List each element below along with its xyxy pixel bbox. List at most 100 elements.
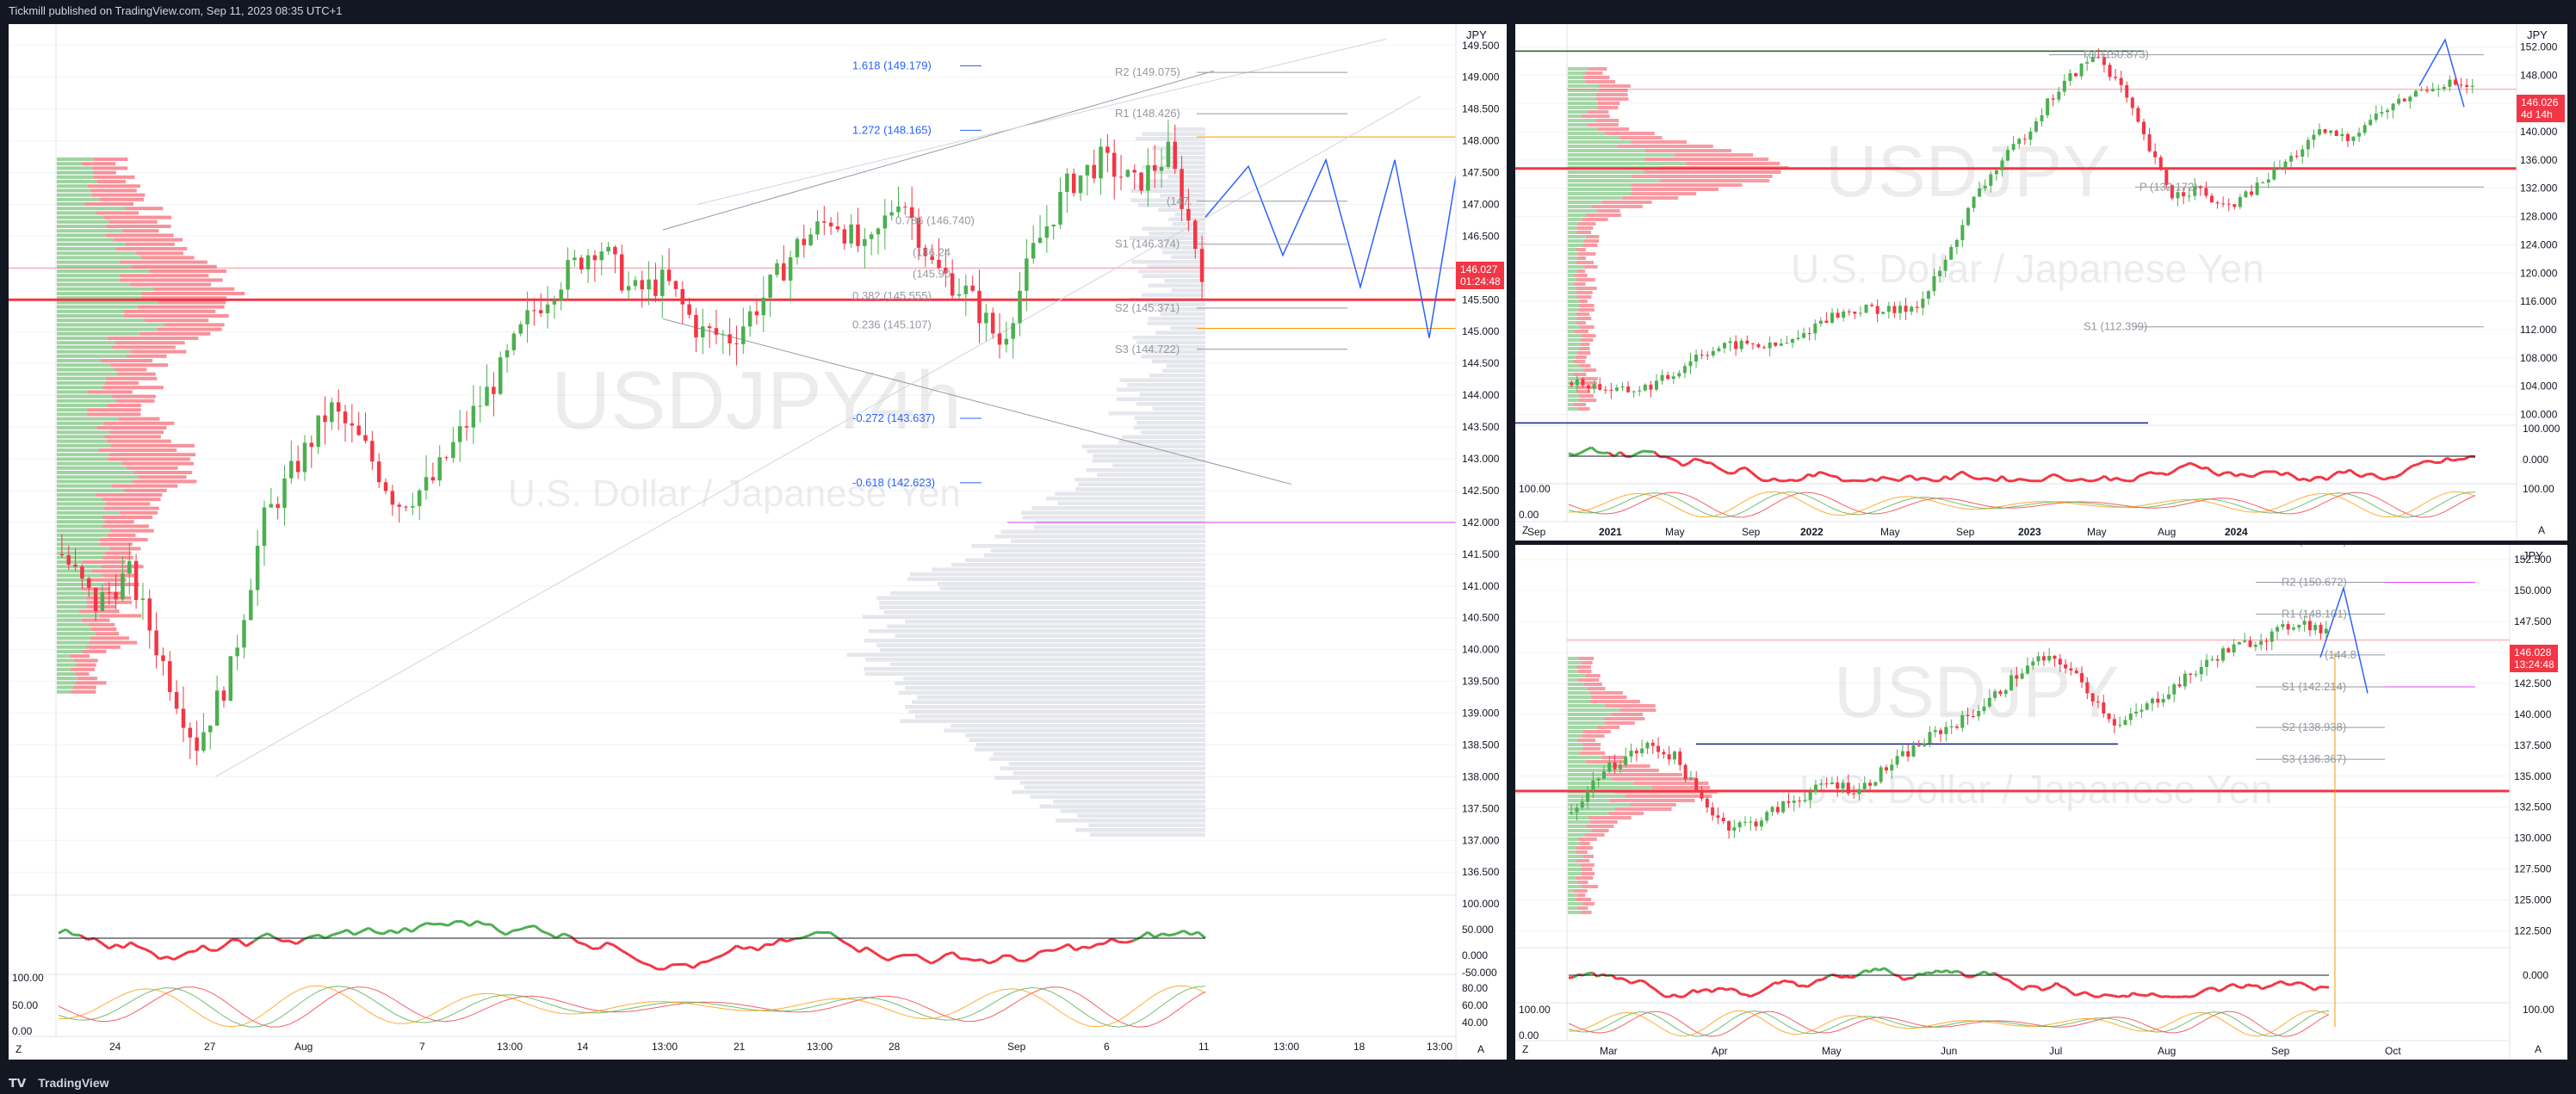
profile-bar <box>900 719 1205 723</box>
price-tick-label: 141.500 <box>1462 548 1500 560</box>
profile-bar-sell <box>1604 717 1645 720</box>
chart-panel-weekly[interactable]: USDJPY U.S. Dollar / Japanese Yen R1 (15… <box>1515 24 2567 541</box>
chart-panel-daily[interactable]: USDJPY U.S. Dollar / Japanese Yen R3 (15… <box>1515 545 2567 1060</box>
profile-bar-buy <box>57 207 126 211</box>
candle-body <box>2238 197 2242 207</box>
zoom-button[interactable]: Z <box>1522 1043 1528 1055</box>
profile-bar-buy <box>57 443 111 448</box>
zoom-button[interactable]: Z <box>1522 524 1528 536</box>
time-axis[interactable]: Mar Apr May Jun Jul Aug Sep Oct <box>1600 1045 2401 1057</box>
candle-body <box>2036 656 2040 662</box>
candle-body <box>2313 624 2318 631</box>
oscillator-line <box>2304 983 2311 989</box>
candle-body <box>525 310 529 324</box>
candle-body <box>1694 355 1699 362</box>
oscillator-line <box>1944 474 1952 481</box>
oscillator-line <box>2199 988 2206 994</box>
profile-bar-sell <box>1599 84 1631 88</box>
candle-body <box>2040 114 2044 121</box>
profile-bar-buy <box>57 417 119 421</box>
level-labels: 1.618 (149.179)1.272 (148.165)-0.272 (14… <box>852 59 1192 488</box>
candle-body <box>1618 764 1622 770</box>
profile-bar <box>994 535 1205 539</box>
chart-4h[interactable]: USDJPY 4h U.S. Dollar / Japanese Yen 1.6… <box>9 24 1507 1060</box>
time-axis[interactable]: 24 27 Aug 7 13:00 14 13:00 21 13:00 28 Sep 6 11 13:00… <box>109 1041 1452 1053</box>
oscillator-line <box>1966 473 1974 479</box>
candle-body <box>1971 716 1975 718</box>
profile-bar-buy <box>1568 84 1600 88</box>
profile-bar-sell <box>1576 665 1591 669</box>
oscillator-line <box>1168 932 1177 937</box>
profile-bar-buy <box>1568 192 1632 195</box>
chart-daily[interactable]: USDJPY U.S. Dollar / Japanese Yen R3 (15… <box>1515 545 2567 1060</box>
profile-bar-buy <box>57 368 115 372</box>
time-axis[interactable]: Sep 2021 May Sep 2022 May Sep 2023 May Aug 2024 <box>1527 526 2248 538</box>
profile-bar-sell <box>1581 872 1595 875</box>
profile-bar-sell <box>123 314 229 318</box>
candle-body <box>2170 185 2174 199</box>
profile-bar <box>1132 336 1205 340</box>
profile-bar-buy <box>1568 708 1620 712</box>
profile-bar <box>1162 250 1205 255</box>
chart-weekly[interactable]: USDJPY U.S. Dollar / Japanese Yen R1 (15… <box>1515 24 2567 541</box>
oscillator-line <box>2406 464 2413 471</box>
profile-bar <box>1147 321 1205 325</box>
auto-scale-button[interactable]: A <box>1477 1043 1484 1055</box>
profile-bar-buy <box>57 520 105 524</box>
auto-scale-button[interactable]: A <box>2535 1043 2542 1055</box>
time-tick-label: 27 <box>204 1041 216 1053</box>
profile-bar-buy <box>57 573 103 578</box>
oscillator-line <box>476 919 485 926</box>
price-axis[interactable] <box>1456 24 1507 1060</box>
price-tick-label: 122.500 <box>2514 924 2552 936</box>
chart-panel-4h[interactable]: USDJPY 4h U.S. Dollar / Japanese Yen 1.6… <box>9 24 1507 1060</box>
profile-bar-buy <box>1568 282 1575 286</box>
candle-body <box>208 726 213 732</box>
candle-body <box>1775 807 1780 813</box>
candle-body <box>2453 79 2457 85</box>
profile-bar-sell <box>157 327 222 331</box>
candle-body <box>1842 311 1846 318</box>
auto-scale-button[interactable]: A <box>2538 524 2545 536</box>
profile-bar-sell <box>96 493 163 497</box>
profile-bar-sell <box>100 538 148 541</box>
projection-path <box>1204 77 1473 338</box>
price-tick-label: 142.500 <box>1462 485 1500 497</box>
profile-bar-buy <box>57 448 99 452</box>
profile-bar-buy <box>57 158 94 161</box>
candle-body <box>1900 751 1904 757</box>
zoom-button[interactable]: Z <box>15 1043 22 1055</box>
oscillator-line <box>2132 475 2140 482</box>
oscillator-line <box>1722 469 1730 475</box>
candle-body <box>1739 340 1743 349</box>
profile-bar-buy <box>57 363 111 368</box>
candle-body <box>2215 202 2220 204</box>
fib-label: 0.382 (145.555) <box>852 289 932 302</box>
profile-bar-buy <box>1568 145 1618 148</box>
oscillator-line <box>1161 932 1170 937</box>
oscillator-line <box>216 944 226 952</box>
profile-bar-buy <box>1568 820 1590 824</box>
candle-body <box>518 324 523 334</box>
stochastic-line <box>1568 491 2476 518</box>
candle-body <box>1881 312 1886 314</box>
oscillator-line <box>974 958 982 962</box>
profile-bar-sell <box>1577 670 1592 673</box>
profile-bar-buy <box>57 337 108 340</box>
osc-tick-label: 100.00 <box>2523 483 2554 495</box>
price-axis[interactable] <box>2510 545 2567 1060</box>
profile-bar-sell <box>93 158 128 161</box>
profile-bar <box>1141 355 1205 359</box>
oscillator-line <box>548 932 557 940</box>
candle-body <box>828 222 833 227</box>
profile-bar-sell <box>1597 106 1619 109</box>
profile-bar-buy <box>57 538 101 541</box>
profile-bar-sell <box>1581 868 1593 871</box>
profile-bar-buy <box>57 229 123 233</box>
candle-body <box>2269 631 2274 642</box>
oscillator-line <box>79 934 89 941</box>
candles <box>59 120 1204 766</box>
oscillator-line <box>555 932 565 939</box>
candle-body <box>2413 90 2418 97</box>
profile-bar-sell <box>1597 127 1630 131</box>
